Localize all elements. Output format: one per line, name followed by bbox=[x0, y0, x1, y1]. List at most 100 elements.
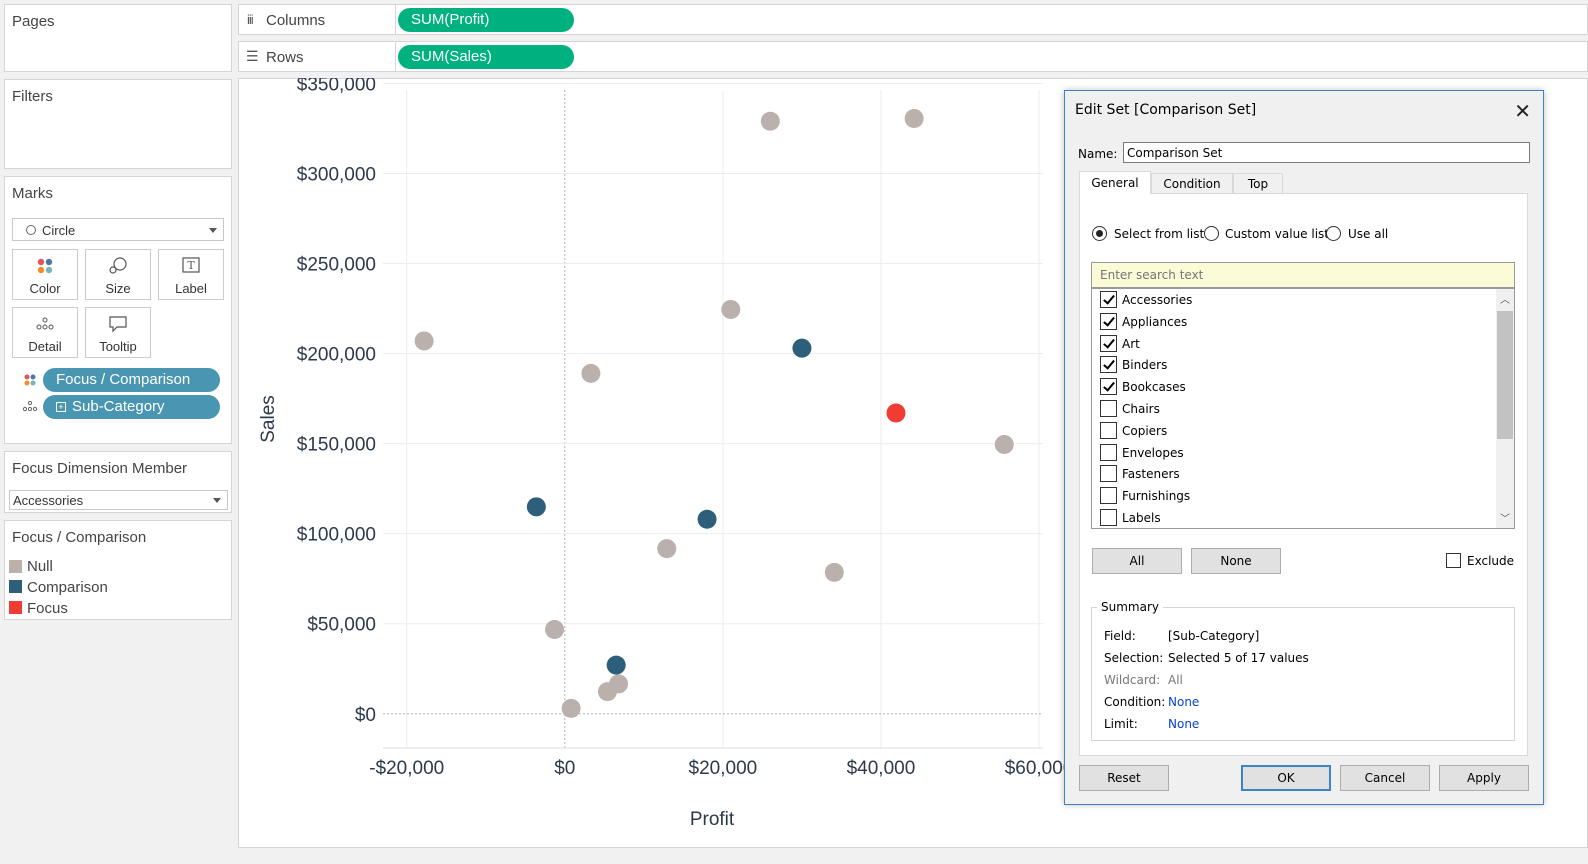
pages-card[interactable]: Pages bbox=[4, 4, 232, 72]
list-item[interactable]: Furnishings bbox=[1092, 485, 1496, 507]
mark-type-dropdown[interactable]: Circle bbox=[12, 218, 224, 241]
list-item-checkbox[interactable] bbox=[1100, 334, 1117, 352]
summary-limit-link[interactable]: None bbox=[1168, 717, 1200, 731]
list-item-checkbox[interactable] bbox=[1100, 400, 1117, 417]
list-item-label: Fasteners bbox=[1122, 467, 1180, 482]
apply-button[interactable]: Apply bbox=[1439, 765, 1529, 791]
radio-select-from-list[interactable] bbox=[1092, 226, 1107, 241]
list-item-checkbox[interactable] bbox=[1100, 291, 1117, 308]
scrollbar[interactable]: ︿ ﹀ bbox=[1496, 289, 1514, 528]
legend-label-focus[interactable]: Focus bbox=[27, 600, 68, 617]
list-item-checkbox[interactable] bbox=[1100, 378, 1117, 396]
focus-comparison-pill-label: Focus / Comparison bbox=[56, 371, 191, 388]
legend-swatch-null[interactable] bbox=[9, 560, 22, 573]
scroll-down-icon[interactable]: ﹀ bbox=[1500, 514, 1510, 525]
scatter-point-null[interactable] bbox=[561, 698, 581, 718]
scatter-point-null[interactable] bbox=[721, 299, 741, 319]
scatter-point-null[interactable] bbox=[545, 619, 565, 639]
focus-comparison-pill[interactable]: Focus / Comparison bbox=[43, 368, 220, 392]
reset-button[interactable]: Reset bbox=[1079, 765, 1169, 791]
list-item[interactable]: Chairs bbox=[1092, 398, 1496, 420]
scatter-point-null[interactable] bbox=[414, 331, 434, 351]
legend-swatch-comparison[interactable] bbox=[9, 580, 22, 593]
ok-button[interactable]: OK bbox=[1241, 765, 1331, 791]
y-tick-label: $350,000 bbox=[297, 78, 376, 95]
scatter-point-null[interactable] bbox=[904, 109, 924, 129]
focus-dimension-dropdown[interactable]: Accessories bbox=[9, 490, 228, 510]
radio-select-from-list-label[interactable]: Select from list bbox=[1114, 227, 1205, 241]
list-item[interactable]: Art bbox=[1092, 333, 1496, 355]
exclude-checkbox[interactable] bbox=[1446, 553, 1461, 568]
columns-shelf[interactable]: iii Columns SUM(Profit) bbox=[238, 4, 1588, 35]
detail-button[interactable]: Detail bbox=[12, 307, 78, 358]
list-item[interactable]: Copiers bbox=[1092, 420, 1496, 442]
exclude-label[interactable]: Exclude bbox=[1467, 554, 1515, 568]
size-label: Size bbox=[105, 281, 131, 296]
columns-pill-label: SUM(Profit) bbox=[411, 11, 490, 28]
scatter-point-null[interactable] bbox=[609, 674, 629, 694]
size-button[interactable]: Size bbox=[85, 249, 151, 300]
scatter-chart: -$20,000 $0 $20,000 $40,000 $60,000 $0 $50,000… bbox=[258, 78, 1068, 830]
scatter-point-null[interactable] bbox=[657, 539, 677, 559]
scroll-up-icon[interactable]: ︿ bbox=[1500, 295, 1510, 306]
close-icon[interactable]: ✕ bbox=[1514, 99, 1531, 123]
dialog-title: Edit Set [Comparison Set] bbox=[1075, 102, 1257, 118]
list-item-checkbox[interactable] bbox=[1100, 443, 1117, 461]
scatter-point-focus[interactable] bbox=[886, 403, 906, 423]
rows-pill-sales[interactable]: SUM(Sales) bbox=[398, 45, 574, 69]
filters-card[interactable]: Filters bbox=[4, 79, 232, 169]
list-item-checkbox[interactable] bbox=[1100, 465, 1117, 483]
rows-shelf[interactable]: ☰ Rows SUM(Sales) bbox=[238, 41, 1588, 72]
list-item[interactable]: Appliances bbox=[1092, 311, 1496, 333]
expand-plus-icon[interactable]: + bbox=[56, 402, 66, 412]
x-tick-label: $40,000 bbox=[847, 758, 916, 779]
list-item-checkbox[interactable] bbox=[1100, 421, 1117, 439]
list-item-checkbox[interactable] bbox=[1100, 356, 1117, 374]
scatter-point-comparison[interactable] bbox=[792, 338, 812, 358]
legend-label-comparison[interactable]: Comparison bbox=[27, 579, 108, 596]
scatter-point-null[interactable] bbox=[824, 562, 844, 582]
tab-condition[interactable]: Condition bbox=[1151, 173, 1233, 194]
scatter-point-comparison[interactable] bbox=[606, 655, 626, 675]
none-button[interactable]: None bbox=[1191, 548, 1281, 574]
scatter-point-null[interactable] bbox=[760, 111, 780, 131]
list-item[interactable]: Envelopes bbox=[1092, 442, 1496, 464]
tab-general[interactable]: General bbox=[1079, 171, 1151, 194]
columns-pill-profit[interactable]: SUM(Profit) bbox=[398, 8, 574, 32]
list-item[interactable]: Labels bbox=[1092, 507, 1496, 528]
scatter-point-comparison[interactable] bbox=[526, 497, 546, 517]
list-item-checkbox[interactable] bbox=[1100, 509, 1117, 526]
scatter-point-comparison[interactable] bbox=[697, 509, 717, 529]
values-list[interactable]: Accessories Appliances Art Binders Bookcases… bbox=[1091, 288, 1515, 529]
label-label: Label bbox=[175, 281, 207, 296]
label-button[interactable]: T Label bbox=[158, 249, 224, 300]
tooltip-button[interactable]: Tooltip bbox=[85, 307, 151, 358]
rows-label: Rows bbox=[266, 49, 304, 66]
radio-use-all-label[interactable]: Use all bbox=[1348, 227, 1389, 241]
list-item[interactable]: Accessories bbox=[1092, 289, 1496, 311]
name-field[interactable] bbox=[1123, 142, 1530, 163]
tab-top[interactable]: Top bbox=[1233, 173, 1283, 194]
list-item[interactable]: Fasteners bbox=[1092, 463, 1496, 485]
scatter-point-null[interactable] bbox=[994, 435, 1014, 455]
sub-category-pill[interactable]: + Sub-Category bbox=[43, 395, 220, 419]
legend-label-null[interactable]: Null bbox=[27, 558, 53, 575]
all-button-label: All bbox=[1129, 554, 1145, 568]
color-button[interactable]: Color bbox=[12, 249, 78, 300]
summary-wildcard-key: Wildcard: bbox=[1104, 673, 1161, 687]
cancel-button[interactable]: Cancel bbox=[1340, 765, 1430, 791]
radio-custom-value-list-label[interactable]: Custom value list bbox=[1225, 227, 1330, 241]
list-item[interactable]: Binders bbox=[1092, 354, 1496, 376]
legend-swatch-focus[interactable] bbox=[9, 601, 22, 614]
list-item-checkbox[interactable] bbox=[1100, 312, 1117, 330]
list-item-checkbox[interactable] bbox=[1100, 487, 1117, 505]
list-item[interactable]: Bookcases bbox=[1092, 376, 1496, 398]
radio-use-all[interactable] bbox=[1326, 226, 1341, 241]
search-input[interactable] bbox=[1091, 262, 1515, 288]
summary-condition-link[interactable]: None bbox=[1168, 695, 1200, 709]
all-button[interactable]: All bbox=[1092, 548, 1182, 574]
y-tick-label: $50,000 bbox=[307, 615, 376, 636]
scatter-point-null[interactable] bbox=[581, 363, 601, 383]
scroll-thumb[interactable] bbox=[1497, 311, 1513, 439]
radio-custom-value-list[interactable] bbox=[1204, 226, 1219, 241]
